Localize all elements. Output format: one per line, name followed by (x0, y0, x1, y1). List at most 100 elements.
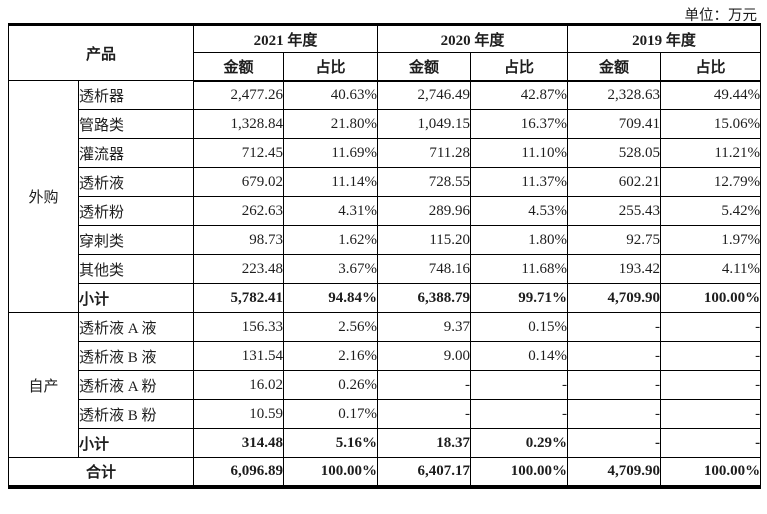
year-header-2020: 2020 年度 (377, 24, 569, 53)
ratio-cell: 49.44% (660, 80, 762, 110)
product-cell: 其他类 (77, 254, 195, 284)
amount-cell: - (567, 312, 662, 342)
amount-cell: 709.41 (567, 109, 662, 139)
amount-cell: 262.63 (193, 196, 285, 226)
amount-cell: 712.45 (193, 138, 285, 168)
subtotal-row: 小计 314.48 5.16% 18.37 0.29% - - (9, 428, 762, 458)
amount-cell: 602.21 (567, 167, 662, 197)
ratio-cell: 3.67% (283, 254, 379, 284)
amount-header: 金额 (567, 52, 662, 82)
table-row: 穿刺类 98.73 1.62% 115.20 1.80% 92.75 1.97% (9, 225, 762, 255)
table-body: 外购 透析器 2,477.26 40.63% 2,746.49 42.87% 2,328.6… (7, 80, 762, 487)
amount-cell: 728.55 (377, 167, 472, 197)
ratio-cell: 0.14% (470, 341, 569, 371)
amount-header: 金额 (377, 52, 472, 82)
ratio-cell: 100.00% (470, 457, 569, 487)
amount-header: 金额 (193, 52, 285, 82)
product-cell: 透析液 B 粉 (77, 399, 195, 429)
product-cell: 透析粉 (77, 196, 195, 226)
ratio-cell: 99.71% (470, 283, 569, 313)
total-label: 合计 (7, 457, 195, 487)
ratio-cell: 4.53% (470, 196, 569, 226)
group-cell: 自产 (8, 312, 79, 458)
group-cell: 外购 (8, 80, 79, 313)
table-header: 产品 2021 年度 2020 年度 2019 年度 金额 占比 金额 占比 金… (7, 24, 762, 82)
product-cell: 透析液 B 液 (77, 341, 195, 371)
amount-cell: - (377, 370, 472, 400)
table-row: 透析液 B 粉 10.59 0.17% - - - - (9, 399, 762, 429)
product-cell: 透析液 A 粉 (77, 370, 195, 400)
subtotal-row: 小计 5,782.41 94.84% 6,388.79 99.71% 4,709.90 10… (9, 283, 762, 313)
product-cell: 透析器 (77, 80, 195, 110)
amount-cell: - (567, 370, 662, 400)
ratio-cell: 11.10% (470, 138, 569, 168)
ratio-cell: - (660, 341, 762, 371)
amount-cell: 711.28 (377, 138, 472, 168)
amount-cell: 18.37 (377, 428, 472, 458)
ratio-cell: 0.26% (283, 370, 379, 400)
ratio-cell: 5.16% (283, 428, 379, 458)
ratio-cell: 15.06% (660, 109, 762, 139)
ratio-cell: 4.31% (283, 196, 379, 226)
amount-cell: 1,328.84 (193, 109, 285, 139)
unit-label: 单位：万元 (684, 8, 758, 24)
ratio-cell: 16.37% (470, 109, 569, 139)
ratio-cell: 2.16% (283, 341, 379, 371)
table-row: 外购 透析器 2,477.26 40.63% 2,746.49 42.87% 2,328.6… (8, 80, 762, 313)
amount-cell: 10.59 (193, 399, 285, 429)
amount-cell: - (377, 399, 472, 429)
amount-cell: - (567, 341, 662, 371)
ratio-cell: - (660, 312, 762, 342)
amount-cell: 2,328.63 (567, 80, 662, 110)
ratio-cell: 0.15% (470, 312, 569, 342)
amount-cell: 5,782.41 (193, 283, 285, 313)
ratio-cell: 11.14% (283, 167, 379, 197)
ratio-cell: 1.97% (660, 225, 762, 255)
ratio-cell: - (470, 399, 569, 429)
product-cell: 灌流器 (77, 138, 195, 168)
ratio-cell: 0.29% (470, 428, 569, 458)
amount-cell: 6,407.17 (377, 457, 472, 487)
product-cell: 透析液 A 液 (77, 312, 195, 342)
year-header-2019: 2019 年度 (567, 24, 762, 53)
product-cell: 透析液 (77, 167, 195, 197)
amount-cell: 2,746.49 (377, 80, 472, 110)
amount-cell: 92.75 (567, 225, 662, 255)
amount-cell: 748.16 (377, 254, 472, 284)
ratio-cell: - (470, 370, 569, 400)
amount-cell: - (567, 428, 662, 458)
header-row-measures: 金额 占比 金额 占比 金额 占比 (9, 52, 762, 82)
ratio-cell: 100.00% (660, 283, 762, 313)
amount-cell: 9.00 (377, 341, 472, 371)
amount-cell: - (567, 399, 662, 429)
ratio-cell: 1.80% (470, 225, 569, 255)
total-row: 合计 6,096.89 100.00% 6,407.17 100.00% 4,709.90… (7, 457, 762, 487)
product-cell: 穿刺类 (77, 225, 195, 255)
amount-cell: 255.43 (567, 196, 662, 226)
ratio-header: 占比 (283, 52, 379, 82)
table-row: 透析液 679.02 11.14% 728.55 11.37% 602.21 12.79% (9, 167, 762, 197)
ratio-cell: - (660, 399, 762, 429)
ratio-cell: 94.84% (283, 283, 379, 313)
amount-cell: 314.48 (193, 428, 285, 458)
ratio-cell: 12.79% (660, 167, 762, 197)
ratio-header: 占比 (470, 52, 569, 82)
amount-cell: 223.48 (193, 254, 285, 284)
amount-cell: 98.73 (193, 225, 285, 255)
table-row: 透析粉 262.63 4.31% 289.96 4.53% 255.43 5.42% (9, 196, 762, 226)
subtotal-label: 小计 (77, 283, 195, 313)
ratio-cell: 100.00% (283, 457, 379, 487)
ratio-cell: 1.62% (283, 225, 379, 255)
ratio-cell: 11.21% (660, 138, 762, 168)
header-row-years: 产品 2021 年度 2020 年度 2019 年度 (7, 24, 762, 81)
ratio-cell: 4.11% (660, 254, 762, 284)
table-row: 自产 透析液 A 液 156.33 2.56% 9.37 0.15% - - (8, 312, 762, 458)
ratio-cell: 5.42% (660, 196, 762, 226)
ratio-cell: 21.80% (283, 109, 379, 139)
amount-cell: 6,388.79 (377, 283, 472, 313)
product-revenue-table: 产品 2021 年度 2020 年度 2019 年度 金额 占比 金额 占比 金… (7, 23, 762, 489)
table-row: 灌流器 712.45 11.69% 711.28 11.10% 528.05 11.21% (9, 138, 762, 168)
table-row: 透析液 A 粉 16.02 0.26% - - - - (9, 370, 762, 400)
ratio-cell: 42.87% (470, 80, 569, 110)
amount-cell: 528.05 (567, 138, 662, 168)
